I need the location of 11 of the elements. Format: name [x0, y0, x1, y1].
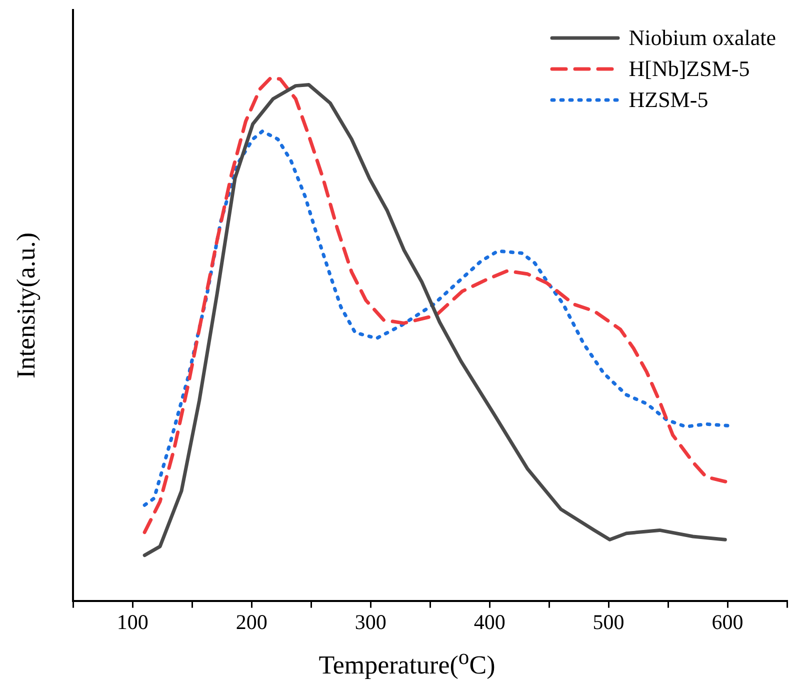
x-tick-label: 300 — [354, 610, 386, 634]
x-axis-title: Temperature($^{o}$C) — [318, 644, 496, 681]
x-tick-label: 100 — [116, 610, 148, 634]
legend-label: HZSM-5 — [628, 86, 708, 112]
x-tick-label: 200 — [236, 610, 268, 634]
legend-label: H[Nb]ZSM-5 — [628, 56, 750, 82]
x-tick-label: 500 — [592, 610, 624, 634]
x-tick-label: 600 — [712, 610, 744, 634]
x-tick-label: 400 — [474, 610, 506, 634]
y-axis-title: Intensity(a.u.) — [11, 232, 40, 378]
legend-label: Niobium oxalate — [628, 24, 776, 50]
